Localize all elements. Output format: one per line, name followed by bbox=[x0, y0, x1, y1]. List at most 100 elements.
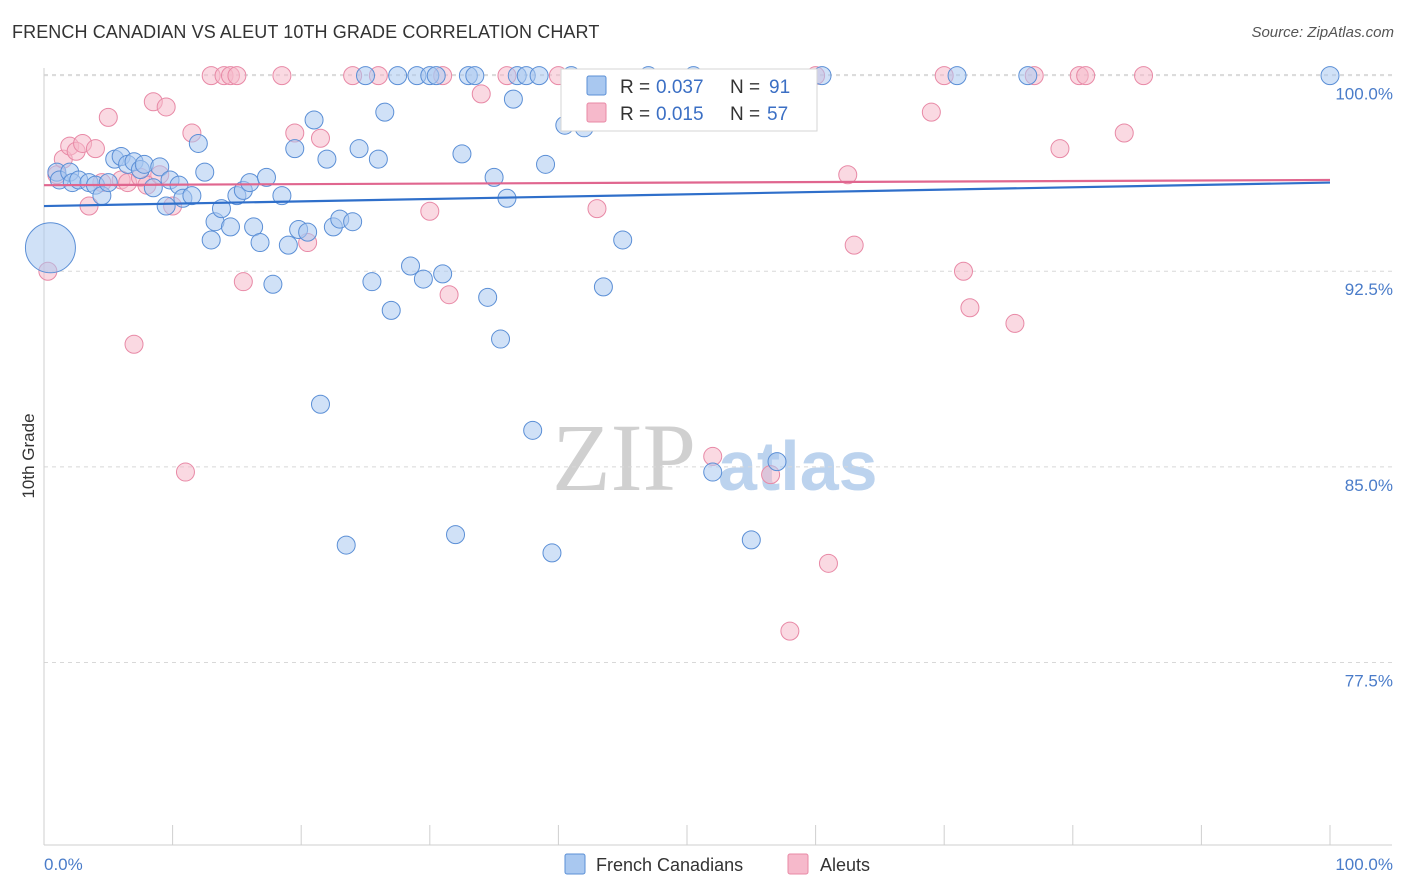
legend-n-label-1: N = bbox=[730, 77, 760, 98]
aleuts-point bbox=[838, 165, 858, 185]
legend-n-label-2: N = bbox=[730, 104, 760, 125]
french-canadians-point bbox=[317, 149, 337, 169]
french-canadians-point bbox=[1018, 66, 1038, 86]
french-canadians-point bbox=[220, 217, 240, 237]
aleuts-point bbox=[98, 107, 118, 127]
aleuts-point bbox=[310, 128, 330, 148]
watermark-atlas: atlas bbox=[718, 427, 878, 505]
legend-n-value-1: 91 bbox=[769, 77, 790, 98]
french-canadians-point bbox=[503, 89, 523, 109]
french-canadians-point bbox=[741, 530, 761, 550]
x-tick-label-max: 100.0% bbox=[1335, 855, 1393, 874]
french-canadians-point bbox=[452, 144, 472, 164]
aleuts-point bbox=[1114, 123, 1134, 143]
french-canadians-point bbox=[98, 173, 118, 193]
french-canadians-point bbox=[336, 535, 356, 555]
french-canadians-point bbox=[491, 329, 511, 349]
legend-r-value-1: 0.037 bbox=[656, 77, 704, 98]
french-canadians-point bbox=[426, 66, 446, 86]
french-canadians-point bbox=[413, 269, 433, 289]
aleuts-point bbox=[953, 261, 973, 281]
legend-r-value-2: 0.015 bbox=[656, 104, 704, 125]
correlation-legend: R = 0.037 N = 91 R = 0.015 N = 57 bbox=[560, 68, 818, 132]
y-tick-label: 85.0% bbox=[1345, 476, 1393, 495]
french-canadians-point bbox=[375, 102, 395, 122]
french-canadians-point bbox=[240, 173, 260, 193]
aleuts-point bbox=[156, 97, 176, 117]
aleuts-points bbox=[38, 66, 1154, 641]
french-canadians-point bbox=[542, 543, 562, 563]
french-canadians-point bbox=[285, 139, 305, 159]
series-label-french-canadians: French Canadians bbox=[596, 855, 743, 875]
legend-r-label-1: R = bbox=[620, 77, 650, 98]
trend-lines bbox=[43, 178, 1331, 208]
series-label-aleuts: Aleuts bbox=[820, 855, 870, 875]
series-swatch-french-canadians bbox=[564, 853, 586, 875]
aleuts-trend-line bbox=[43, 178, 1331, 187]
aleuts-point bbox=[960, 298, 980, 318]
french-canadians-point bbox=[529, 66, 549, 86]
legend-n-value-2: 57 bbox=[767, 104, 788, 125]
y-tick-label: 92.5% bbox=[1345, 280, 1393, 299]
axes: 77.5% 85.0% 92.5% 100.0% 0.0% 100.0% bbox=[43, 68, 1393, 874]
aleuts-point bbox=[921, 102, 941, 122]
french-canadians-point bbox=[356, 66, 375, 86]
french-canadians-point bbox=[613, 230, 633, 250]
french-canadians-point bbox=[446, 525, 466, 545]
source-label: Source: ZipAtlas.com bbox=[1251, 24, 1394, 41]
aleuts-point bbox=[471, 84, 491, 104]
aleuts-point bbox=[1005, 313, 1025, 333]
legend-swatch-pink bbox=[586, 102, 607, 123]
aleuts-point bbox=[1050, 139, 1070, 159]
french-canadians-point bbox=[310, 394, 330, 414]
french-canadians-point bbox=[304, 110, 324, 130]
french-canadians-point bbox=[523, 420, 543, 440]
french-canadians-point bbox=[278, 235, 298, 255]
french-canadians-point bbox=[465, 66, 485, 86]
aleuts-point bbox=[420, 201, 440, 221]
french-canadians-trend-line bbox=[43, 181, 1331, 208]
y-axis-label: 10th Grade bbox=[19, 413, 38, 498]
french-canadians-point bbox=[484, 167, 504, 187]
french-canadians-point bbox=[349, 139, 369, 159]
aleuts-point bbox=[227, 66, 247, 86]
chart-title: FRENCH CANADIAN VS ALEUT 10TH GRADE CORR… bbox=[12, 22, 600, 42]
french-canadians-point bbox=[362, 272, 382, 292]
aleuts-point bbox=[85, 139, 105, 159]
french-canadians-point bbox=[343, 212, 363, 232]
series-legend: French Canadians Aleuts bbox=[564, 853, 870, 875]
aleuts-point bbox=[780, 621, 800, 641]
french-canadians-point bbox=[381, 300, 401, 320]
aleuts-point bbox=[1134, 66, 1154, 86]
aleuts-point bbox=[175, 462, 195, 482]
french-canadians-point bbox=[250, 233, 270, 253]
watermark: ZIP atlas bbox=[552, 404, 878, 511]
french-canadians-point bbox=[388, 66, 408, 86]
x-tick-label-min: 0.0% bbox=[44, 855, 83, 874]
aleuts-point bbox=[1076, 66, 1096, 86]
french-canadians-point bbox=[703, 462, 723, 482]
french-canadians-point bbox=[767, 452, 787, 472]
aleuts-point bbox=[272, 66, 292, 86]
french-canadians-point bbox=[272, 186, 292, 206]
french-canadians-point bbox=[256, 167, 276, 187]
aleuts-point bbox=[439, 285, 459, 305]
french-canadians-point bbox=[298, 222, 318, 242]
french-canadians-point bbox=[368, 149, 388, 169]
french-canadians-point bbox=[401, 256, 421, 276]
aleuts-point bbox=[124, 334, 144, 354]
french-canadians-point bbox=[150, 157, 170, 177]
legend-swatch-blue bbox=[586, 75, 607, 96]
french-canadians-point bbox=[156, 196, 176, 216]
french-canadians-point bbox=[433, 264, 453, 284]
gridlines bbox=[44, 74, 1392, 663]
aleuts-point bbox=[233, 272, 253, 292]
y-tick-label: 100.0% bbox=[1335, 85, 1393, 104]
legend-r-label-2: R = bbox=[620, 104, 650, 125]
aleuts-point bbox=[587, 199, 607, 219]
french-canadians-point bbox=[201, 230, 221, 250]
aleuts-point bbox=[844, 235, 864, 255]
french-canadians-point bbox=[536, 154, 556, 174]
french-canadians-point bbox=[24, 222, 76, 274]
